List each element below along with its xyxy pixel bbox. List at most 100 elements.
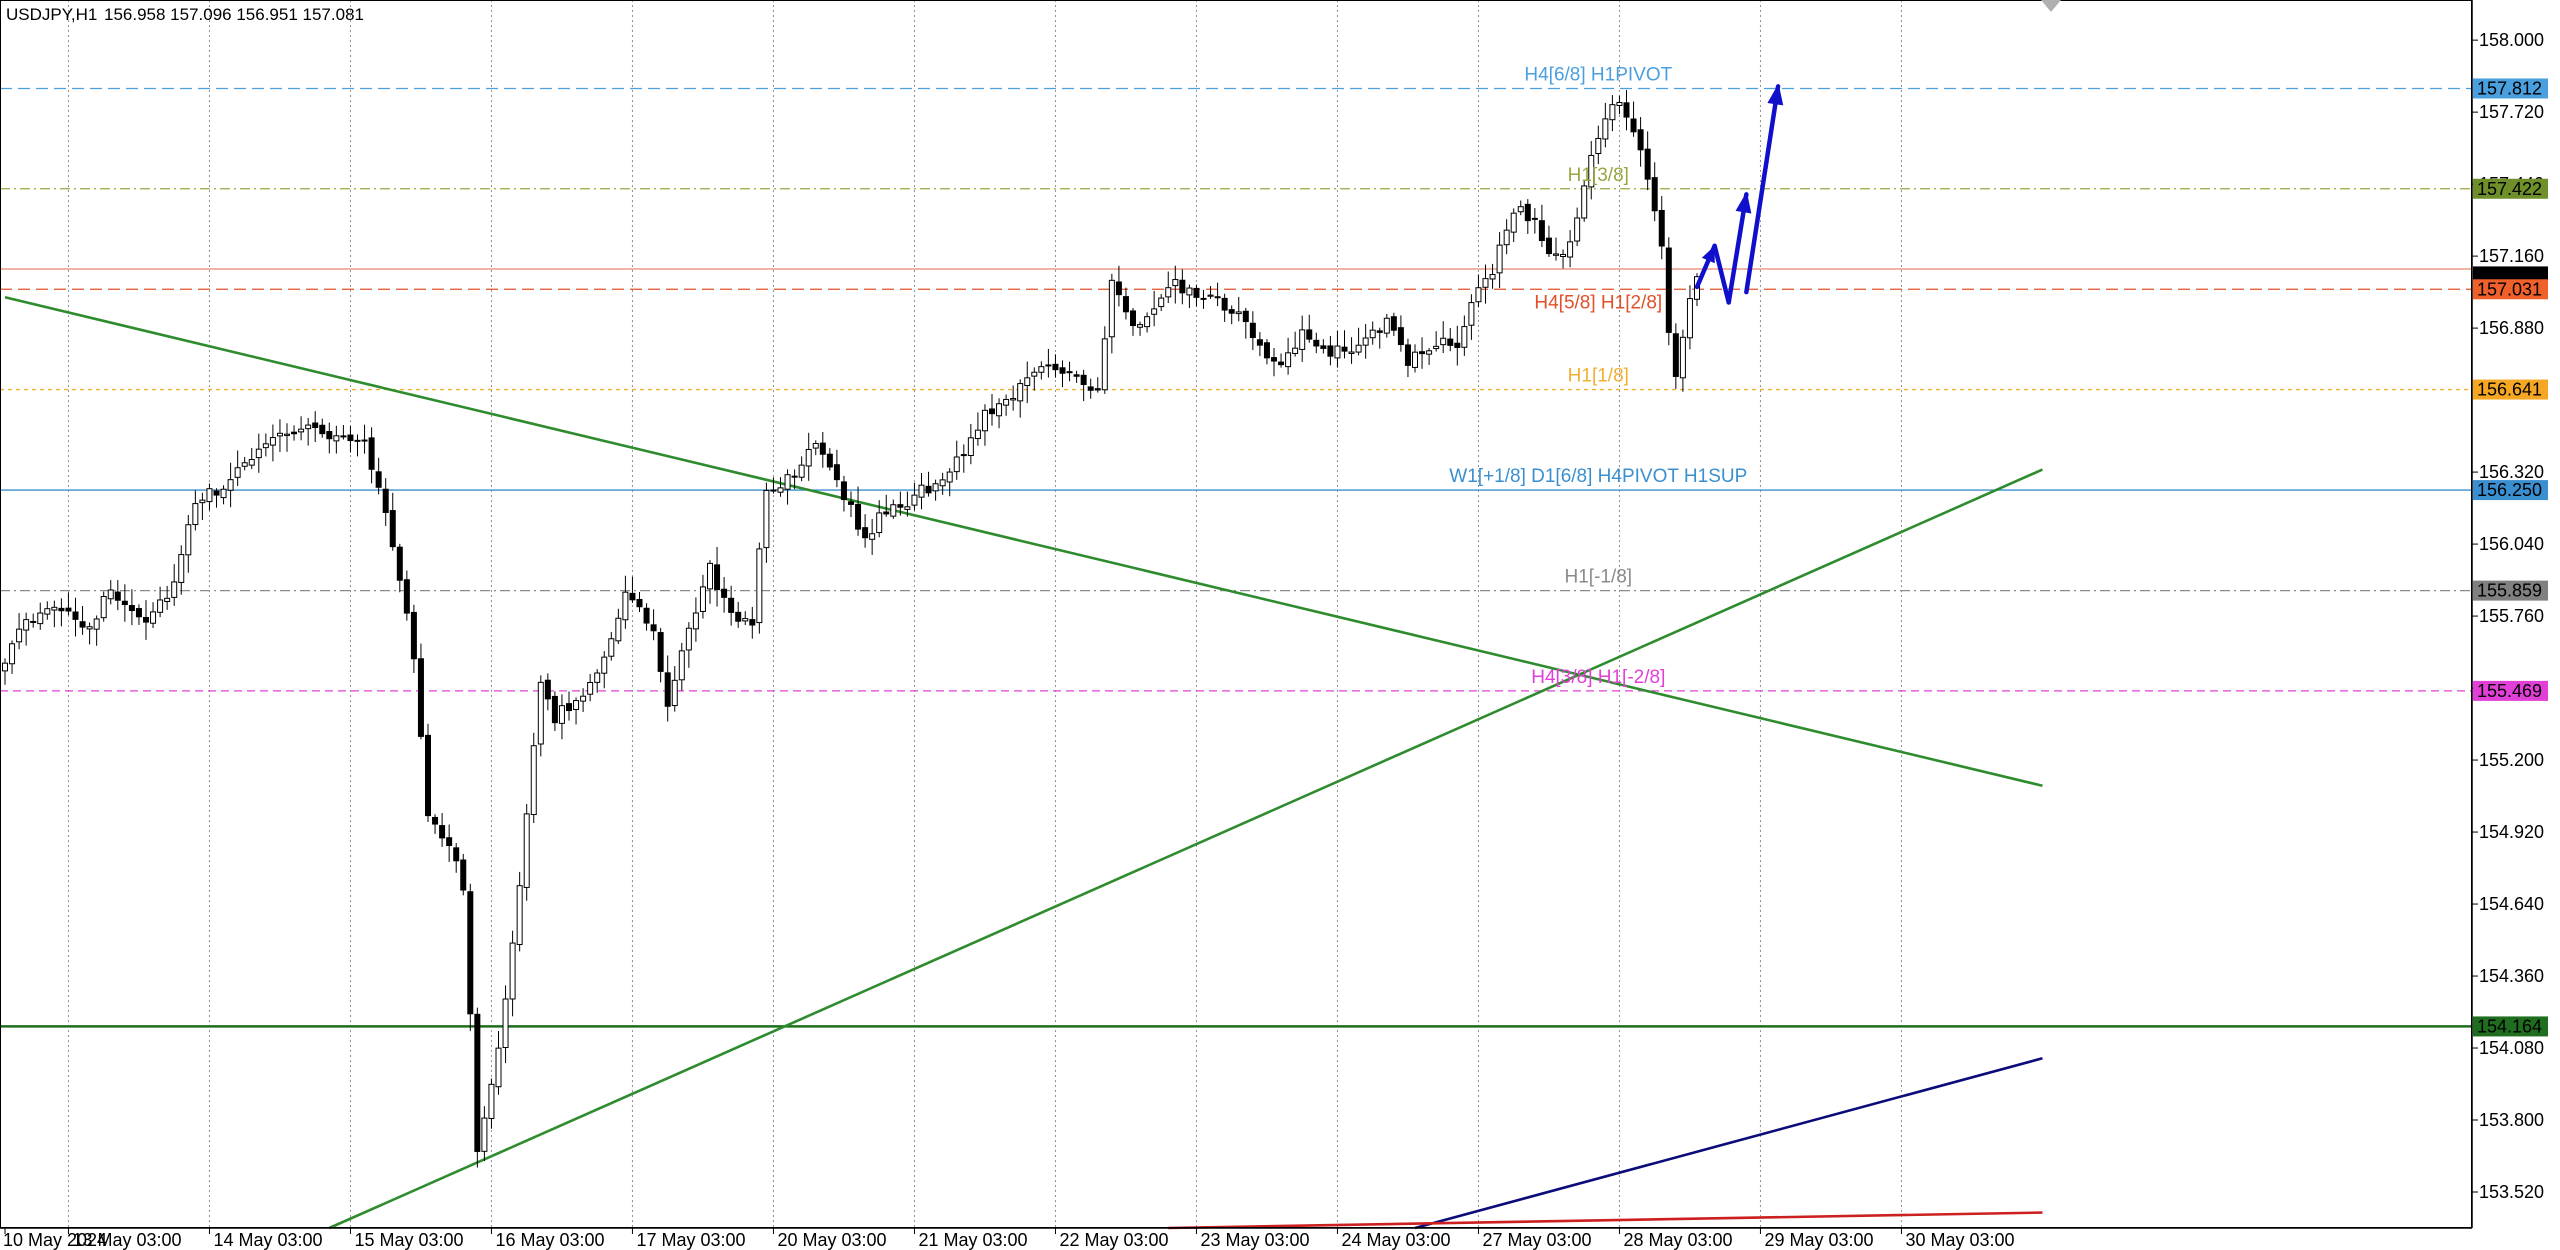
candle-body	[178, 554, 185, 583]
candle-body	[1073, 374, 1080, 377]
candle-body	[1538, 220, 1545, 242]
candle-body	[862, 527, 869, 539]
candle-body	[728, 597, 735, 613]
time-tick-label: 28 May 03:00	[1623, 1230, 1732, 1250]
candle-body	[594, 672, 601, 683]
candle-body	[1228, 309, 1235, 314]
candle-body	[848, 501, 854, 505]
candle-body	[305, 424, 312, 430]
candle-body	[1066, 371, 1073, 374]
candle-body	[1419, 351, 1426, 355]
candle-body	[1285, 352, 1292, 368]
candle-body	[509, 942, 516, 1000]
candle-body	[1461, 326, 1468, 348]
candle-body	[1517, 206, 1524, 213]
candle-body	[382, 488, 389, 513]
candle-body	[1313, 339, 1320, 347]
candle-body	[502, 998, 509, 1049]
candle-body	[220, 488, 227, 499]
level-labels: H4[6/8] H1PIVOT H1[3/8] H4[5/8] H1[2/8] H1[…	[1449, 64, 1747, 687]
candle-body	[1327, 345, 1334, 357]
candle-body	[1355, 344, 1362, 353]
candle-body	[1024, 377, 1031, 386]
candle-body	[967, 437, 974, 456]
candle-body	[121, 600, 128, 606]
price-tag-label: 155.859	[2477, 581, 2542, 601]
price-tick-label: 155.200	[2479, 750, 2544, 770]
candle-body	[135, 608, 142, 618]
candle-body	[453, 847, 460, 862]
candle-body	[1130, 310, 1136, 326]
price-tick-label: 154.360	[2479, 966, 2544, 986]
candle-body	[699, 586, 706, 612]
candle-body	[1545, 237, 1552, 255]
candle-body	[171, 581, 178, 598]
candle-body	[1412, 351, 1418, 368]
candle-body	[1489, 274, 1496, 280]
level-label: H1[3/8]	[1568, 165, 1629, 186]
candle-body	[1010, 398, 1017, 401]
candle-body	[1144, 316, 1151, 328]
candle-body	[1482, 278, 1489, 288]
candle-body	[1348, 351, 1355, 354]
time-tick-label: 29 May 03:00	[1764, 1230, 1873, 1250]
candle-body	[1503, 229, 1510, 246]
candle-body	[234, 467, 241, 478]
chart-header-symbol: USDJPY,H1	[6, 5, 97, 24]
candle-body	[1122, 296, 1129, 313]
candle-body	[1376, 330, 1383, 333]
candle-body	[298, 428, 305, 433]
price-tag-label: 157.031	[2477, 279, 2542, 299]
candle-body	[960, 454, 967, 457]
candle-body	[629, 592, 636, 601]
candle-body	[1292, 347, 1299, 354]
candle-body	[1651, 177, 1658, 212]
price-tick-label: 156.880	[2479, 318, 2544, 338]
forecast-arrows	[1694, 83, 1784, 305]
candle-body	[1017, 383, 1024, 402]
candlesticks	[2, 90, 1700, 1168]
candle-body	[9, 643, 16, 665]
candle-body	[1256, 339, 1263, 346]
candle-body	[439, 825, 446, 839]
candle-body	[608, 638, 615, 657]
candle-body	[1221, 297, 1228, 311]
candle-body	[291, 431, 298, 435]
candle-body	[742, 618, 749, 622]
candle-body	[657, 632, 664, 672]
candle-body	[551, 695, 558, 724]
candle-body	[1475, 287, 1482, 303]
candle-body	[1193, 287, 1200, 298]
candle-body	[763, 489, 770, 549]
candle-body	[721, 588, 728, 598]
candle-body	[692, 612, 699, 630]
forecast-arrowhead	[1701, 245, 1715, 264]
price-tag-bg	[2473, 480, 2548, 501]
candle-body	[1003, 398, 1010, 406]
price-tick-label: 157.160	[2479, 246, 2544, 266]
candle-body	[805, 448, 812, 467]
candle-body	[1404, 344, 1411, 366]
candle-body	[16, 628, 23, 643]
candle-body	[37, 612, 44, 625]
candle-body	[1158, 297, 1165, 308]
candle-body	[467, 891, 474, 1015]
time-tick-label: 16 May 03:00	[495, 1230, 604, 1250]
candle-body	[1390, 316, 1397, 331]
candle-body	[855, 503, 862, 530]
candle-body	[1115, 281, 1122, 296]
time-tick-label: 24 May 03:00	[1341, 1230, 1450, 1250]
shift-marker-icon[interactable]	[2041, 0, 2061, 12]
candle-body	[481, 1117, 488, 1152]
candle-body	[784, 474, 791, 490]
price-tag-bg	[2473, 279, 2548, 300]
candle-body	[516, 885, 523, 945]
candle-body	[262, 443, 269, 449]
trendline-ascending-green	[328, 468, 2043, 1230]
candle-body	[1186, 287, 1193, 296]
candle-body	[1151, 308, 1158, 315]
candle-body	[833, 464, 840, 481]
forecast-segment	[1744, 84, 1781, 295]
